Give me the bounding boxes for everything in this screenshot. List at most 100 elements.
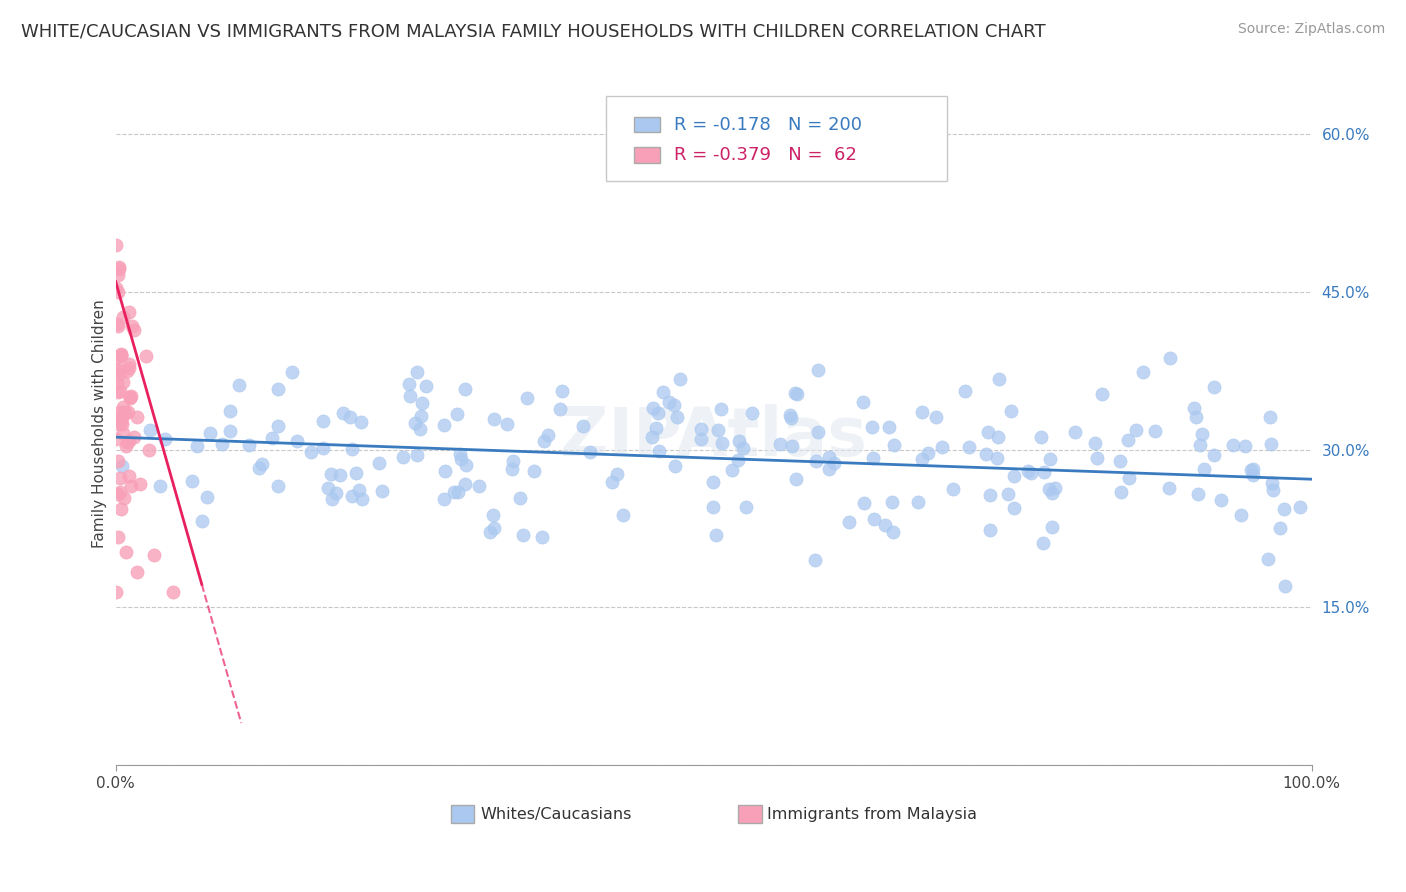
Point [1211,493,1233,508]
Point [105,237,128,252]
Point [1064,425,1087,439]
Point [211,436,233,450]
Point [1274,579,1296,593]
Point [1222,438,1244,452]
Point [851,394,873,409]
Point [267,479,290,493]
Point [267,419,290,434]
Bar [634,118,659,132]
Point [120,391,142,405]
Point [862,451,884,466]
Point [312,414,335,428]
Point [1288,500,1310,514]
Point [1085,451,1108,466]
Point [720,463,742,477]
Point [1042,486,1064,500]
Point [105,317,128,331]
Point [450,452,472,467]
Point [105,281,128,295]
Point [105,350,128,364]
Point [640,430,662,444]
Text: WHITE/CAUCASIAN VS IMMIGRANTS FROM MALAYSIA FAMILY HOUSEHOLDS WITH CHILDREN CORR: WHITE/CAUCASIAN VS IMMIGRANTS FROM MALAY… [21,22,1046,40]
Point [537,428,560,442]
Point [710,401,733,416]
Point [702,475,724,489]
Point [111,425,134,440]
Point [180,474,202,488]
Point [454,382,477,396]
Point [1159,351,1181,365]
Point [325,485,347,500]
Point [198,425,221,440]
Point [502,453,524,467]
Point [702,500,724,514]
Point [863,511,886,525]
Point [883,438,905,452]
Point [1084,435,1107,450]
Point [108,471,131,485]
Point [1233,439,1256,453]
Point [1268,521,1291,535]
Text: Whites/Caucasians: Whites/Caucasians [481,806,631,822]
Point [405,365,427,379]
Point [1000,404,1022,418]
Point [818,450,841,465]
Point [666,410,689,425]
Point [127,410,149,425]
Point [107,318,129,333]
Point [138,423,160,437]
Point [111,411,134,425]
Point [551,384,574,398]
Point [285,434,308,448]
Bar [634,147,659,162]
Point [516,391,538,405]
Point [456,458,478,472]
Point [127,566,149,580]
Point [612,508,634,522]
Point [658,394,681,409]
Point [108,384,131,398]
Point [120,479,142,493]
Point [1017,464,1039,478]
Point [117,357,139,371]
Point [238,437,260,451]
Point [600,475,623,489]
Point [115,434,138,449]
Point [1143,424,1166,438]
Point [339,409,361,424]
Point [107,285,129,299]
Point [449,447,471,461]
Point [260,432,283,446]
Point [728,434,751,448]
Point [218,425,240,439]
Point [1260,437,1282,451]
Point [606,467,628,481]
Point [807,425,830,440]
Point [785,385,807,400]
Point [1257,552,1279,566]
Point [398,389,420,403]
Point [107,260,129,274]
Point [979,488,1001,502]
Point [1192,462,1215,476]
Point [117,405,139,419]
Point [501,462,523,476]
Point [917,446,939,460]
Point [342,442,364,457]
Point [112,400,135,414]
Text: R = -0.178   N = 200: R = -0.178 N = 200 [675,116,862,134]
Point [647,444,669,458]
Point [1043,481,1066,495]
Point [838,516,860,530]
Point [852,496,875,510]
Point [443,485,465,500]
Point [117,434,139,448]
Point [669,372,692,386]
Point [409,409,432,424]
Point [1029,430,1052,444]
Point [1033,465,1056,479]
Point [433,491,456,506]
Point [741,406,763,420]
Point [446,485,468,500]
Point [931,440,953,454]
